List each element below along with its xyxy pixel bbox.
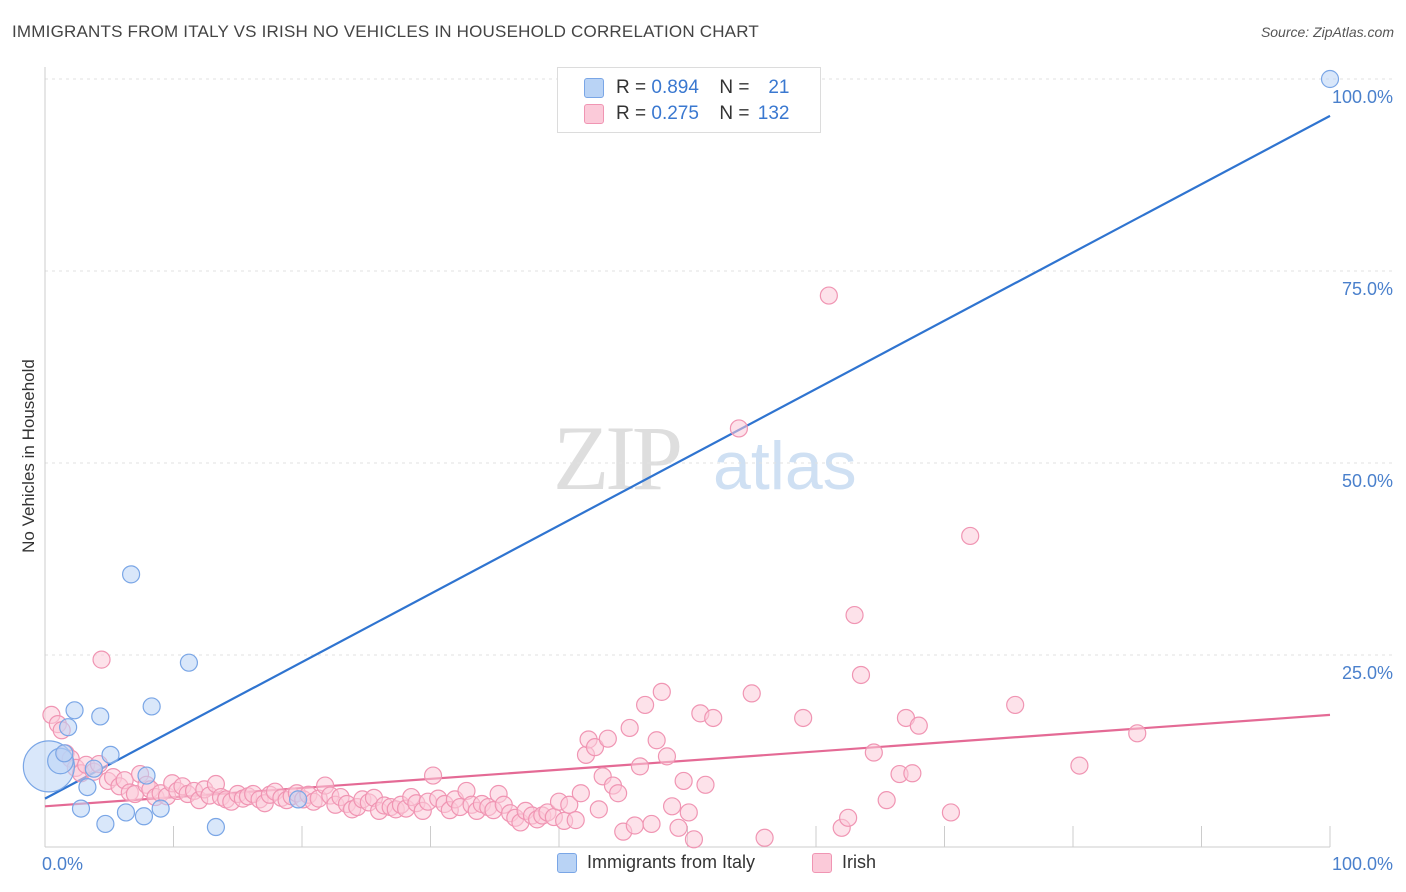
chart-title: IMMIGRANTS FROM ITALY VS IRISH NO VEHICL…	[12, 22, 759, 41]
irish-point	[684, 830, 704, 849]
irish-point	[704, 708, 723, 728]
stats-row-italy: R = 0.894 N = 21	[584, 75, 790, 101]
italy-point	[116, 803, 136, 822]
italy-point	[134, 807, 154, 826]
watermark-zip: ZIP	[553, 407, 680, 509]
legend-item-irish: Irish	[812, 852, 876, 873]
r-value: 0.275	[651, 103, 699, 124]
tick-labels: 0.0% 100.0% 25.0% 50.0% 75.0% 100.0%	[42, 87, 1393, 874]
swatch-italy	[584, 78, 604, 98]
y-axis-label: No Vehicles in Household	[19, 359, 38, 553]
italy-point	[55, 744, 74, 763]
irish-point	[729, 419, 749, 438]
irish-point	[669, 818, 688, 837]
italy-point	[84, 759, 103, 778]
irish-point	[647, 731, 666, 750]
italy-point	[59, 718, 78, 737]
irish-point	[630, 757, 650, 776]
r-value: 0.894	[651, 77, 699, 98]
irish-point	[1070, 756, 1089, 775]
irish-point	[742, 684, 761, 703]
gridlines	[45, 78, 1395, 656]
irish-point	[755, 828, 774, 847]
r-label: R =	[616, 103, 647, 124]
italy-point	[101, 745, 120, 764]
italy-point	[289, 790, 308, 809]
irish-point	[909, 716, 928, 735]
n-label: N =	[719, 103, 750, 124]
y-tick-label: 25.0%	[1342, 663, 1393, 683]
irish-point	[679, 803, 698, 822]
y-tick-label: 100.0%	[1332, 87, 1393, 107]
irish-point	[560, 795, 579, 814]
x-tick-label: 0.0%	[42, 854, 83, 874]
irish-point	[625, 816, 644, 835]
irish-point	[961, 526, 980, 546]
irish-point	[1006, 695, 1025, 715]
italy-point	[137, 766, 156, 785]
irish-point	[642, 814, 661, 834]
swatch-irish	[584, 104, 604, 124]
irish-point	[589, 800, 608, 819]
irish-point	[92, 650, 111, 669]
irish-point	[635, 695, 655, 715]
y-tick-label: 50.0%	[1342, 471, 1393, 491]
legend-label-italy: Immigrants from Italy	[587, 852, 756, 872]
irish-point	[794, 708, 813, 728]
irish-point	[674, 771, 693, 791]
y-tick-label: 75.0%	[1342, 279, 1393, 299]
stats-legend: R = 0.894 N = 21 R = 0.275 N = 132	[557, 67, 821, 133]
irish-point	[851, 665, 871, 685]
irish-point	[571, 784, 590, 803]
trend-line-italy	[44, 114, 1331, 800]
watermark: ZIP atlas	[553, 407, 857, 509]
stats-row-irish: R = 0.275 N = 132	[584, 101, 790, 127]
watermark-atlas: atlas	[713, 428, 857, 504]
irish-point	[903, 764, 922, 783]
italy-point	[1320, 69, 1340, 89]
italy-point	[206, 817, 226, 837]
italy-point	[142, 697, 161, 716]
irish-point	[1128, 724, 1147, 743]
n-value: 132	[757, 103, 790, 124]
irish-point	[585, 738, 605, 757]
legend-swatch-irish	[812, 852, 832, 873]
irish-point	[598, 729, 617, 748]
irish-point	[877, 791, 896, 810]
italy-point	[179, 653, 199, 672]
r-label: R =	[616, 77, 647, 98]
irish-point	[845, 605, 864, 625]
irish-point	[662, 797, 682, 816]
x-tick-label: 100.0%	[1332, 854, 1393, 874]
italy-point	[96, 814, 115, 834]
irish-point	[652, 682, 671, 701]
irish-point	[696, 775, 715, 794]
irish-point	[423, 766, 443, 785]
irish-point	[620, 718, 639, 738]
italy-point	[78, 777, 97, 797]
italy-point	[121, 565, 141, 584]
irish-point	[941, 803, 961, 822]
italy-point	[71, 799, 91, 818]
italy-point	[65, 701, 84, 720]
irish-point	[566, 811, 585, 830]
source-label: Source: ZipAtlas.com	[1260, 24, 1394, 40]
legend-swatch-italy	[557, 852, 577, 873]
legend-item-italy: Immigrants from Italy	[557, 852, 755, 873]
irish-point	[839, 808, 858, 827]
n-label: N =	[719, 77, 750, 98]
trend-lines	[44, 114, 1331, 808]
italy-point	[151, 799, 170, 818]
italy-point	[91, 707, 110, 726]
n-value: 21	[768, 77, 790, 98]
data-points	[22, 69, 1340, 849]
irish-point	[657, 747, 677, 766]
irish-point	[864, 743, 883, 762]
irish-point	[609, 784, 628, 803]
legend-label-irish: Irish	[842, 852, 877, 872]
irish-point	[819, 286, 838, 305]
